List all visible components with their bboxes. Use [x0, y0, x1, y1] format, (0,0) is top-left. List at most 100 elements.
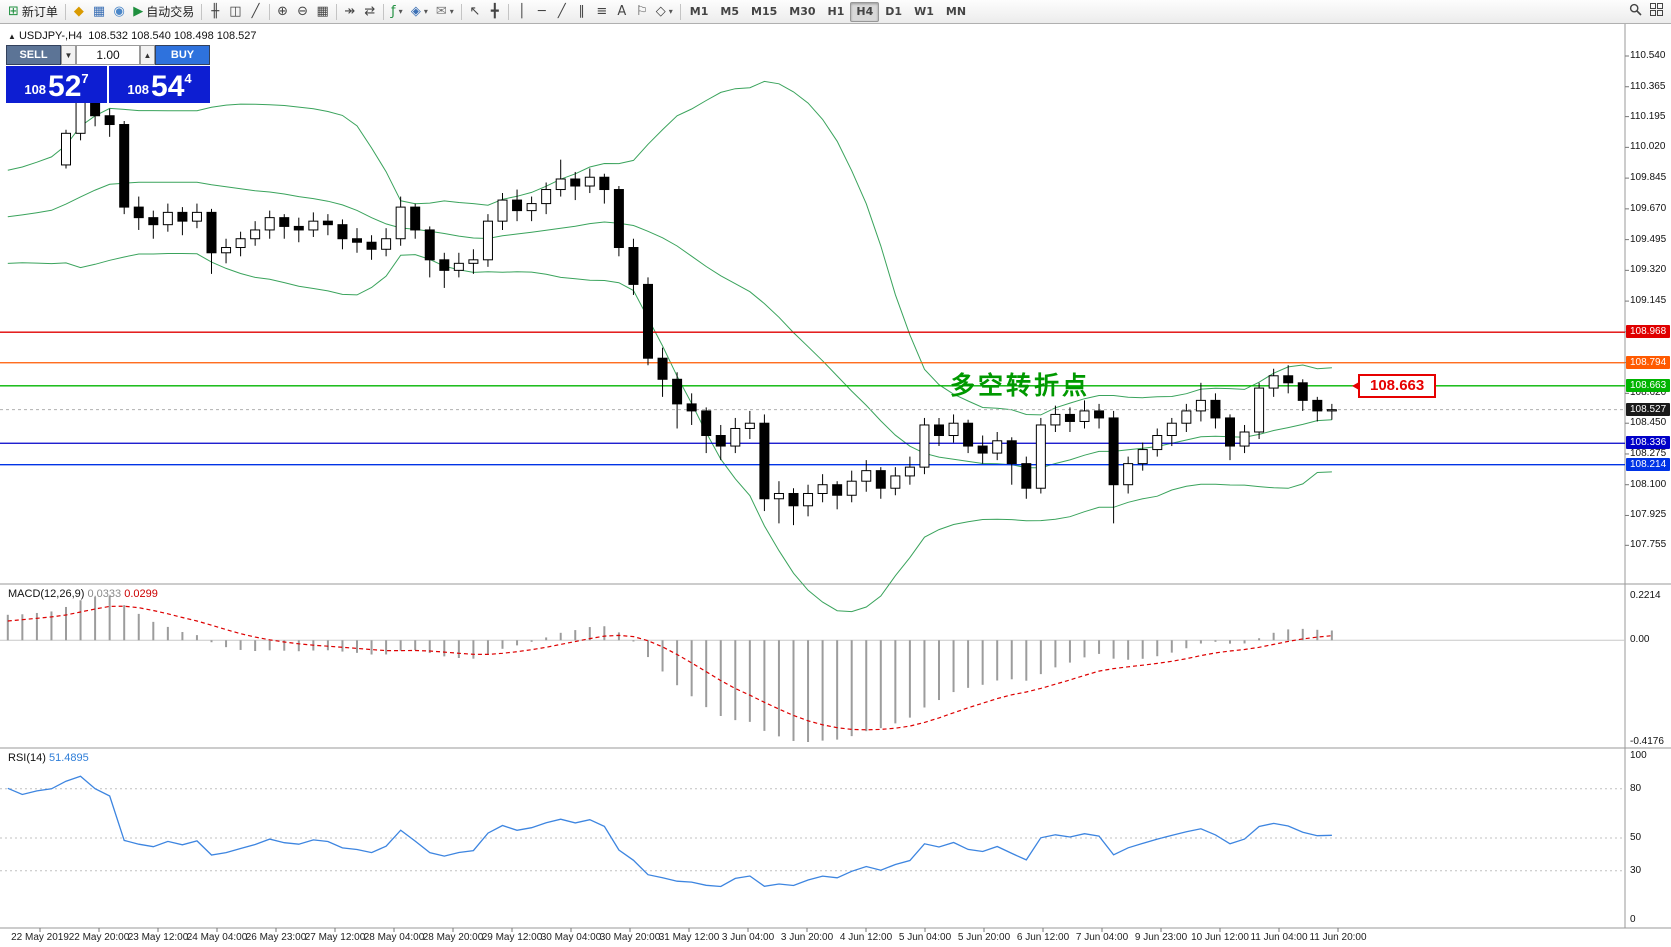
templates-button[interactable]: ✉ ▾ — [432, 2, 458, 22]
equidistant-channel-icon: ∥ — [578, 4, 586, 19]
sell-price-pip: 7 — [81, 71, 89, 86]
one-click-trade-panel: SELL ▼ ▲ BUY 108 52 7 108 54 4 — [6, 45, 210, 103]
zoom-out-icon: ⊖ — [297, 4, 308, 19]
new-order-button-label: 新订单 — [21, 5, 58, 19]
bar-chart-button[interactable]: ╫ — [205, 2, 225, 22]
toolbar-separator — [268, 3, 270, 20]
auto-trading-button-label: 自动交易 — [146, 5, 195, 19]
layouts-button[interactable]: ◆ — [69, 2, 89, 22]
auto-trading-button[interactable]: ▶ 自动交易 — [129, 2, 198, 22]
toolbar-separator — [64, 3, 66, 20]
trade-panel-prices: 108 52 7 108 54 4 — [6, 66, 210, 103]
fibonacci-button[interactable]: ≡ — [592, 2, 612, 22]
arrows-icon: ⚐ — [635, 4, 648, 19]
toolbar-separator — [507, 3, 509, 20]
timeframe-d1[interactable]: D1 — [879, 2, 908, 22]
timeframe-m30[interactable]: M30 — [783, 2, 821, 22]
vertical-line-button[interactable]: │ — [512, 2, 532, 22]
timeframe-m5[interactable]: M5 — [714, 2, 745, 22]
shapes-button[interactable]: ◇ ▾ — [652, 2, 677, 22]
auto-scroll-button[interactable]: ↠ — [340, 2, 360, 22]
timeframe-m1[interactable]: M1 — [684, 2, 715, 22]
horizontal-line-icon: ─ — [537, 4, 546, 19]
toolbar-separator — [679, 3, 681, 20]
tile-windows-icon: ▦ — [316, 4, 329, 19]
panel-separators — [0, 24, 1671, 929]
buy-price-pip: 4 — [184, 71, 192, 86]
chevron-down-icon: ▾ — [668, 7, 673, 16]
text-icon: A — [617, 4, 627, 19]
timeframe-mn[interactable]: MN — [940, 2, 972, 22]
window-grid-icon — [1650, 3, 1663, 20]
new-order-icon: ⊞ — [8, 4, 19, 19]
trendline-button[interactable]: ╱ — [552, 2, 572, 22]
buy-button[interactable]: BUY — [155, 45, 210, 65]
indicators-button[interactable]: ƒ ▾ — [387, 2, 407, 22]
navigator-button[interactable]: ◈ ▾ — [407, 2, 432, 22]
candlestick-chart-button[interactable]: ◫ — [225, 2, 245, 22]
horizontal-line-button[interactable]: ─ — [532, 2, 552, 22]
sell-price-prefix: 108 — [24, 82, 47, 97]
bar-chart-icon: ╫ — [211, 4, 220, 19]
templates-icon: ✉ — [435, 4, 447, 19]
horizontal-price-lines — [0, 331, 1625, 466]
terminal-icon: ◉ — [113, 4, 125, 19]
chart-shift-icon: ⇄ — [364, 4, 376, 19]
equidistant-channel-button[interactable]: ∥ — [572, 2, 592, 22]
sell-button[interactable]: SELL — [6, 45, 61, 65]
crosshair-icon: ╋ — [490, 4, 499, 19]
chevron-down-icon: ▾ — [423, 7, 428, 16]
arrows-button[interactable]: ⚐ — [632, 2, 652, 22]
volume-decrease-button[interactable]: ▼ — [61, 45, 76, 65]
zoom-out-button[interactable]: ⊖ — [293, 2, 313, 22]
crosshair-button[interactable]: ╋ — [485, 2, 505, 22]
toolbar-separator — [460, 3, 462, 20]
zoom-in-button[interactable]: ⊕ — [273, 2, 293, 22]
buy-price-display[interactable]: 108 54 4 — [109, 66, 210, 103]
line-chart-button[interactable]: ╱ — [246, 2, 266, 22]
terminal-button[interactable]: ◉ — [109, 2, 129, 22]
navigator-icon: ◈ — [410, 4, 421, 19]
layouts-icon: ◆ — [73, 4, 84, 19]
market-watch-icon: ▦ — [92, 4, 106, 19]
text-button[interactable]: A — [612, 2, 632, 22]
rsi-line — [7, 775, 1332, 888]
zoom-in-icon: ⊕ — [277, 4, 288, 19]
line-chart-icon: ╱ — [251, 4, 260, 19]
timeframe-group: M1 M5 M15 M30 H1 H4 D1 W1 MN — [684, 1, 972, 22]
new-order-button[interactable]: ⊞ 新订单 — [4, 2, 62, 22]
toolbar-left-group: ⊞ 新订单 ◆ ▦ ◉ ▶ 自动交易 ╫ ◫ ╱ ⊕ ⊖ ▦ ↠ ⇄ ƒ ▾ ◈ ▾ ✉ ▾ ↖ ╋ │ ─ ╱ ∥ ≡ A ⚐ ◇ ▾ — [4, 2, 684, 22]
search-button[interactable] — [1625, 2, 1646, 22]
buy-price-prefix: 108 — [127, 82, 150, 97]
tile-windows-button[interactable]: ▦ — [313, 2, 333, 22]
search-icon — [1629, 3, 1642, 20]
toolbar-separator — [201, 3, 203, 20]
timeframe-h1[interactable]: H1 — [822, 2, 851, 22]
chevron-down-icon: ▾ — [449, 7, 454, 16]
indicators-icon: ƒ — [391, 4, 396, 19]
macd-histogram — [6, 596, 1333, 742]
sell-price-display[interactable]: 108 52 7 — [6, 66, 107, 103]
candlestick-chart-icon: ◫ — [229, 4, 242, 19]
timeframe-m15[interactable]: M15 — [745, 2, 783, 22]
cursor-button[interactable]: ↖ — [465, 2, 485, 22]
toolbar-separator — [382, 3, 384, 20]
macd-panel — [0, 596, 1625, 742]
volume-increase-button[interactable]: ▲ — [140, 45, 155, 65]
window-grid-button[interactable] — [1646, 2, 1667, 22]
timeframe-w1[interactable]: W1 — [908, 2, 940, 22]
vertical-line-icon: │ — [517, 4, 526, 19]
cursor-icon: ↖ — [469, 4, 481, 19]
shapes-icon: ◇ — [655, 4, 666, 19]
trendline-icon: ╱ — [557, 4, 566, 19]
timeframe-h4[interactable]: H4 — [850, 1, 880, 22]
market-watch-button[interactable]: ▦ — [89, 2, 109, 22]
chart-shift-button[interactable]: ⇄ — [360, 2, 380, 22]
sell-price-main: 52 — [48, 70, 82, 103]
volume-input[interactable] — [76, 45, 140, 65]
macd-signal-line — [7, 605, 1332, 731]
auto-scroll-icon: ↠ — [344, 4, 356, 19]
buy-price-main: 54 — [151, 70, 185, 103]
